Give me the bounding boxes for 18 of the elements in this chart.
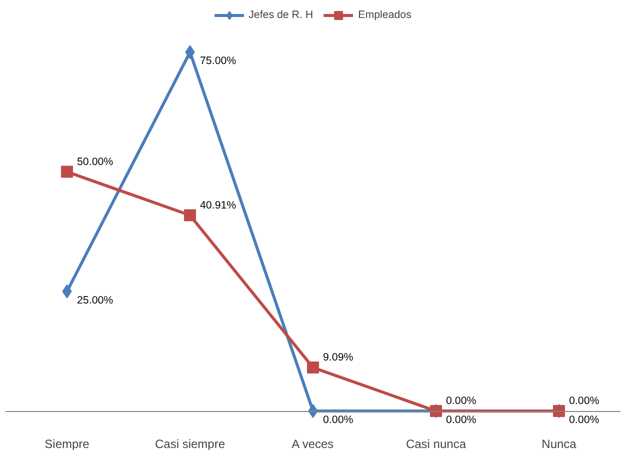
point bbox=[184, 209, 196, 222]
data-label: 0.00% bbox=[569, 395, 600, 408]
data-label: 25.00% bbox=[77, 294, 114, 306]
data-label: 0.00% bbox=[569, 414, 600, 426]
data-label: 0.00% bbox=[323, 414, 354, 426]
data-label: 40.91% bbox=[200, 199, 237, 212]
legend-label: Empleados bbox=[358, 9, 412, 21]
x-tick-label: A veces bbox=[292, 437, 334, 452]
legend-label: Jefes de R. H bbox=[248, 9, 314, 21]
data-label: 9.09% bbox=[323, 352, 354, 364]
point bbox=[61, 166, 73, 178]
x-tick-label: Nunca bbox=[542, 437, 577, 452]
data-label: 50.00% bbox=[77, 156, 114, 168]
point bbox=[307, 362, 319, 374]
data-label: 75.00% bbox=[200, 55, 237, 68]
data-label: 0.00% bbox=[446, 414, 477, 426]
x-tick-label: Casi nunca bbox=[406, 437, 466, 452]
data-label: 0.00% bbox=[446, 395, 477, 408]
